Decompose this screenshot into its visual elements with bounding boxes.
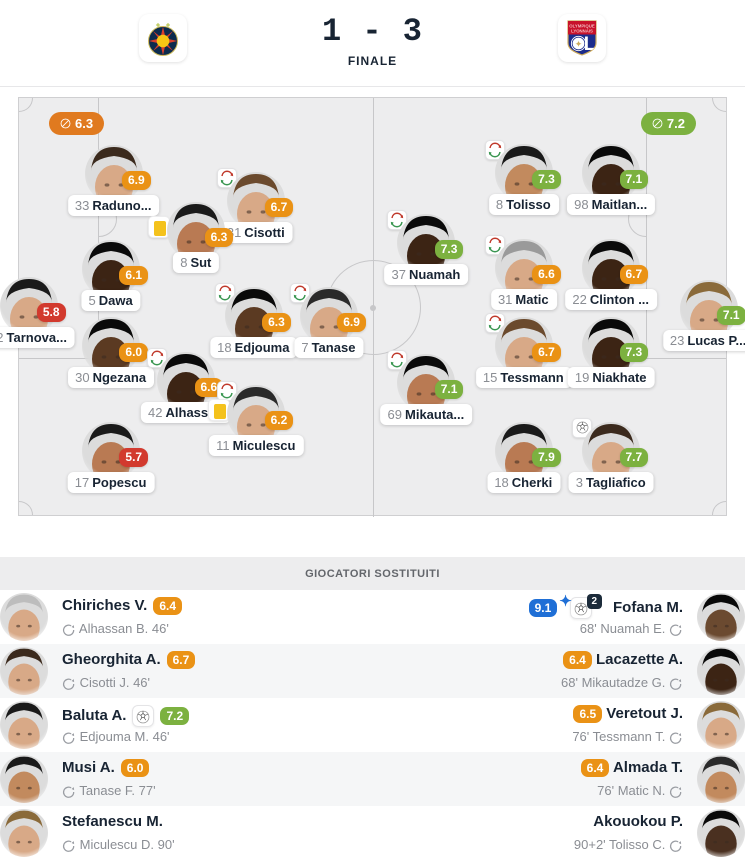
svg-text:LYONNAIS: LYONNAIS [571,29,593,34]
svg-text:✦: ✦ [575,39,583,49]
